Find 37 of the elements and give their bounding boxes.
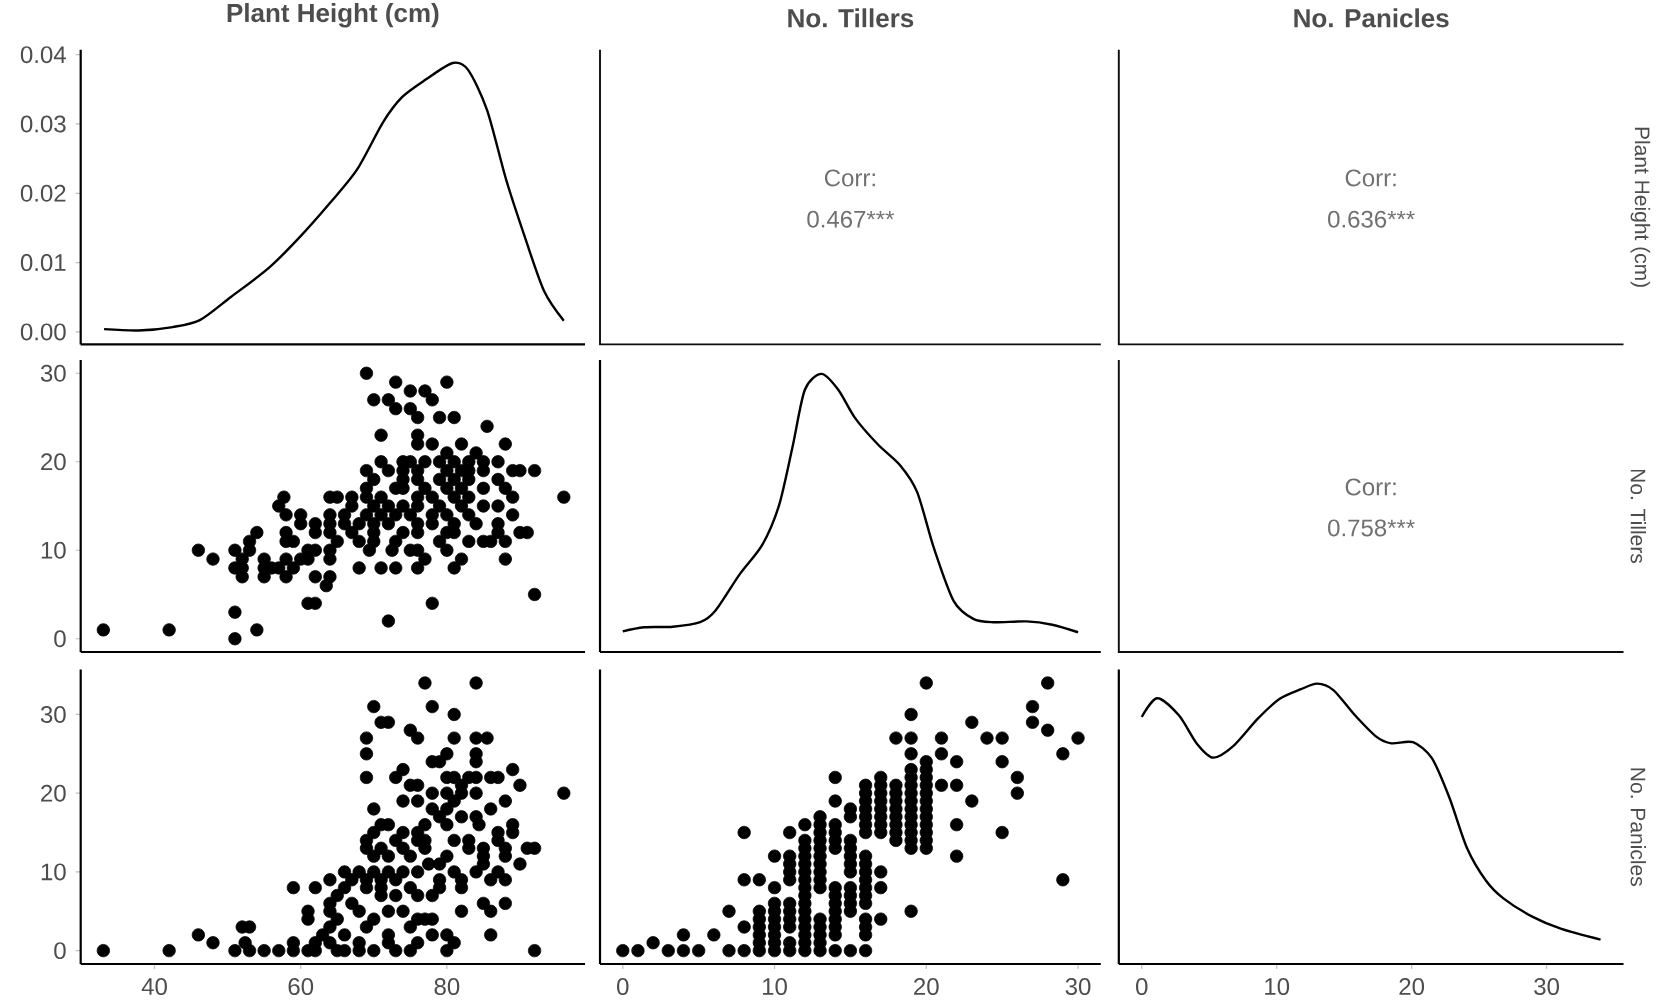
y-tick-label: 0.00 [20, 323, 66, 341]
y-tick-label: 0 [54, 630, 66, 648]
y-tick-label: 20 [41, 784, 66, 802]
text: 0.758*** [1328, 519, 1415, 537]
y-tick-label: 20 [41, 453, 66, 471]
text: Corr: [824, 169, 875, 187]
y-tick-label: 0.04 [20, 46, 66, 64]
y-tick-label: 10 [41, 863, 66, 881]
x-tick-label: 40 [141, 978, 167, 996]
x-tick-label: 10 [763, 978, 787, 996]
text: No. Tillers [788, 8, 914, 28]
x-tick-label: 0 [617, 978, 629, 996]
text: No. Panicles [1294, 8, 1449, 28]
text: 0.467*** [807, 210, 895, 228]
y-tick-label: 0 [54, 942, 66, 960]
y-tick-label: 0.01 [20, 254, 66, 272]
text: Plant Height (cm) [1630, 127, 1651, 287]
text: Corr: [1345, 169, 1396, 187]
x-tick-label: 30 [1065, 978, 1091, 996]
line-series [102, 61, 566, 332]
x-tick-label: 20 [914, 978, 939, 996]
text: 0.636*** [1328, 210, 1415, 228]
x-tick-label: 10 [1265, 978, 1290, 996]
y-tick-label: 0.03 [20, 115, 66, 133]
y-tick-label: 0.02 [20, 184, 66, 202]
x-tick-label: 0 [1136, 978, 1148, 996]
y-tick-label: 30 [40, 364, 66, 382]
y-tick-label: 10 [41, 541, 66, 559]
x-tick-label: 20 [1399, 978, 1425, 996]
x-tick-label: 60 [288, 978, 314, 996]
y-tick-label: 30 [40, 705, 66, 723]
text: Corr: [1345, 478, 1396, 496]
chart-title: Plant Height (cm) [227, 3, 439, 28]
x-tick-label: 80 [434, 978, 460, 996]
x-tick-label: 30 [1534, 978, 1560, 996]
text: No. Tillers [1630, 469, 1646, 564]
y2-axis-title: No. Panicles [1630, 768, 1646, 886]
